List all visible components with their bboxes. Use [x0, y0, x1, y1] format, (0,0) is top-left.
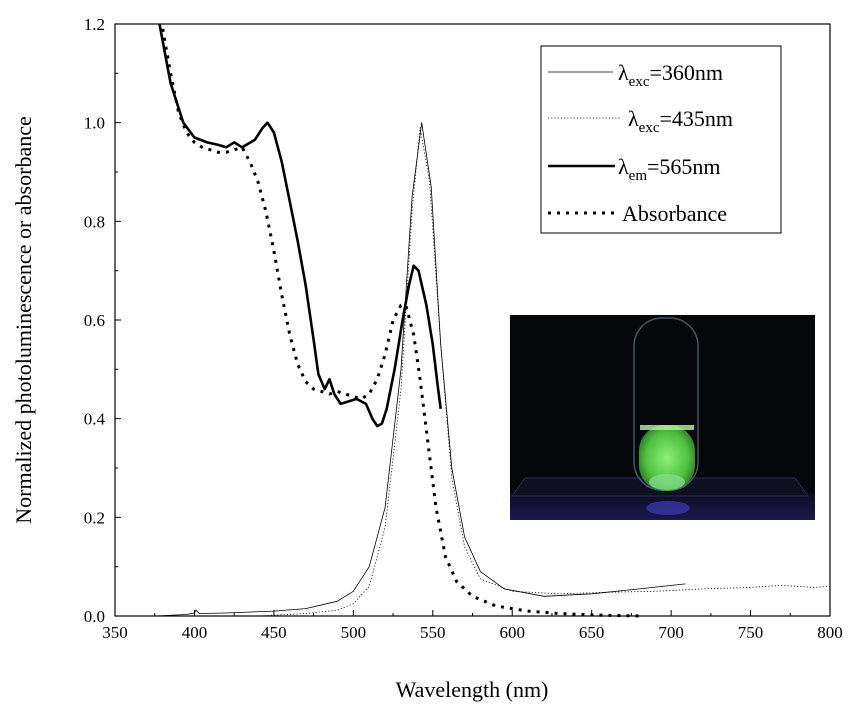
- x-tick-label-400: 400: [182, 623, 208, 642]
- x-axis-title: Wavelength (nm): [396, 677, 549, 702]
- y-tick-label-0.6: 0.6: [84, 311, 105, 330]
- y-tick-label-1.0: 1.0: [84, 114, 105, 133]
- y-tick-label-0.8: 0.8: [84, 212, 105, 231]
- x-tick-label-600: 600: [499, 623, 525, 642]
- x-tick-label-500: 500: [341, 623, 367, 642]
- x-tick-label-650: 650: [579, 623, 605, 642]
- y-tick-label-0.2: 0.2: [84, 508, 105, 527]
- y-axis-title: Normalized photoluminescence or absorban…: [11, 116, 36, 523]
- x-tick-label-350: 350: [102, 623, 128, 642]
- y-tick-label-0.0: 0.0: [84, 607, 105, 626]
- legend: λexc=360nm λexc=435nm λem=565nm Absorban…: [541, 46, 781, 233]
- x-tick-label-550: 550: [420, 623, 446, 642]
- y-tick-label-1.2: 1.2: [84, 15, 105, 34]
- x-tick-label-450: 450: [261, 623, 287, 642]
- svg-text:Absorbance: Absorbance: [622, 201, 727, 226]
- y-tick-label-0.4: 0.4: [84, 410, 106, 429]
- inset-photo: [510, 315, 815, 520]
- x-tick-label-750: 750: [738, 623, 764, 642]
- x-tick-label-700: 700: [658, 623, 684, 642]
- x-tick-label-800: 800: [817, 623, 843, 642]
